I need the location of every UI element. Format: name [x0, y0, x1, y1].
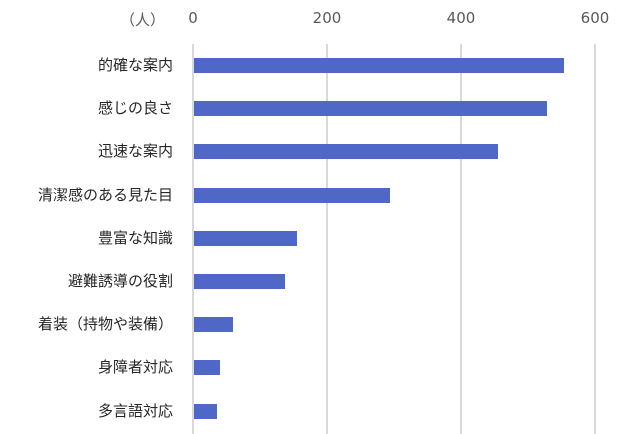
y-axis-line [192, 44, 194, 434]
category-label: 清潔感のある見た目 [37, 185, 173, 204]
bar [194, 230, 298, 246]
category-label: 着装（持物や装備） [37, 315, 173, 334]
x-tick-label: 200 [312, 9, 342, 27]
gridline [460, 44, 462, 434]
x-tick-label: 0 [188, 9, 198, 27]
category-label: 身障者対応 [97, 358, 173, 377]
gridline [326, 44, 328, 434]
unit-label: （人） [120, 11, 166, 29]
category-label: 豊富な知識 [97, 228, 173, 247]
bar [194, 144, 499, 160]
category-label: 感じの良さ [97, 99, 173, 118]
bar [194, 187, 391, 203]
gridline [594, 44, 596, 434]
bar [194, 274, 286, 289]
bar [194, 58, 564, 73]
category-label: 多言語対応 [97, 401, 173, 420]
bar [194, 360, 221, 376]
x-tick-label: 600 [580, 9, 610, 27]
bar [194, 403, 217, 419]
category-label: 迅速な案内 [97, 142, 173, 161]
category-label: 避難誘導の役割 [67, 272, 173, 290]
bar [194, 101, 548, 117]
category-label: 的確な案内 [97, 56, 173, 74]
x-tick-label: 400 [446, 9, 476, 27]
bar [194, 317, 233, 333]
